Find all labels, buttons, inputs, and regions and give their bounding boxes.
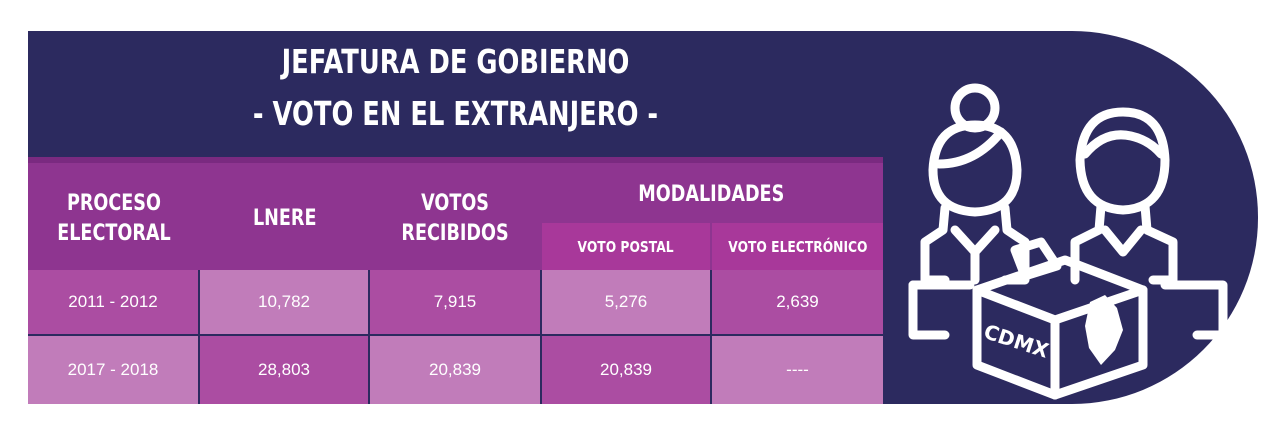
- header-votos-line1: VOTOS: [421, 190, 489, 216]
- row2-postal: 20,839: [542, 336, 710, 404]
- row1-postal: 5,276: [542, 270, 710, 334]
- header-modalidades-label: MODALIDADES: [638, 181, 785, 207]
- header-voto-electronico-label: VOTO ELECTRÓNICO: [727, 237, 868, 256]
- row1-votos: 7,915: [370, 270, 540, 334]
- header-divider: [28, 157, 883, 163]
- header-voto-electronico: VOTO ELECTRÓNICO: [712, 223, 883, 270]
- row2-votos: 20,839: [370, 336, 540, 404]
- row1-lnere: 10,782: [200, 270, 368, 334]
- header-modalidades: MODALIDADES: [540, 167, 883, 222]
- row2-proceso: 2017 - 2018: [28, 336, 198, 404]
- row2-electronico: ----: [712, 336, 883, 404]
- row2-lnere: 28,803: [200, 336, 368, 404]
- ballot-box-label: CDMX: [981, 319, 1052, 363]
- page-title: JEFATURA DE GOBIERNO - VOTO EN EL EXTRAN…: [122, 36, 789, 140]
- results-table: PROCESO ELECTORAL LNERE VOTOS RECIBIDOS MO…: [28, 157, 883, 404]
- header-lnere: LNERE: [200, 167, 370, 270]
- header-voto-postal-label: VOTO POSTAL: [577, 237, 675, 256]
- header-proceso-line2: ELECTORAL: [57, 220, 171, 246]
- header-proceso-line1: PROCESO: [66, 190, 161, 216]
- header-voto-postal: VOTO POSTAL: [542, 223, 710, 270]
- header-lnere-label: LNERE: [253, 205, 317, 231]
- row1-proceso: 2011 - 2012: [28, 270, 198, 334]
- header-votos-recibidos: VOTOS RECIBIDOS: [370, 167, 540, 270]
- title-line-1: JEFATURA DE GOBIERNO: [281, 42, 630, 81]
- header-proceso-electoral: PROCESO ELECTORAL: [28, 167, 200, 270]
- header-votos-line2: RECIBIDOS: [401, 220, 509, 246]
- title-line-2: - VOTO EN EL EXTRANJERO -: [252, 94, 659, 133]
- voters-ballot-box-icon: CDMX: [908, 83, 1228, 400]
- row1-electronico: 2,639: [712, 270, 883, 334]
